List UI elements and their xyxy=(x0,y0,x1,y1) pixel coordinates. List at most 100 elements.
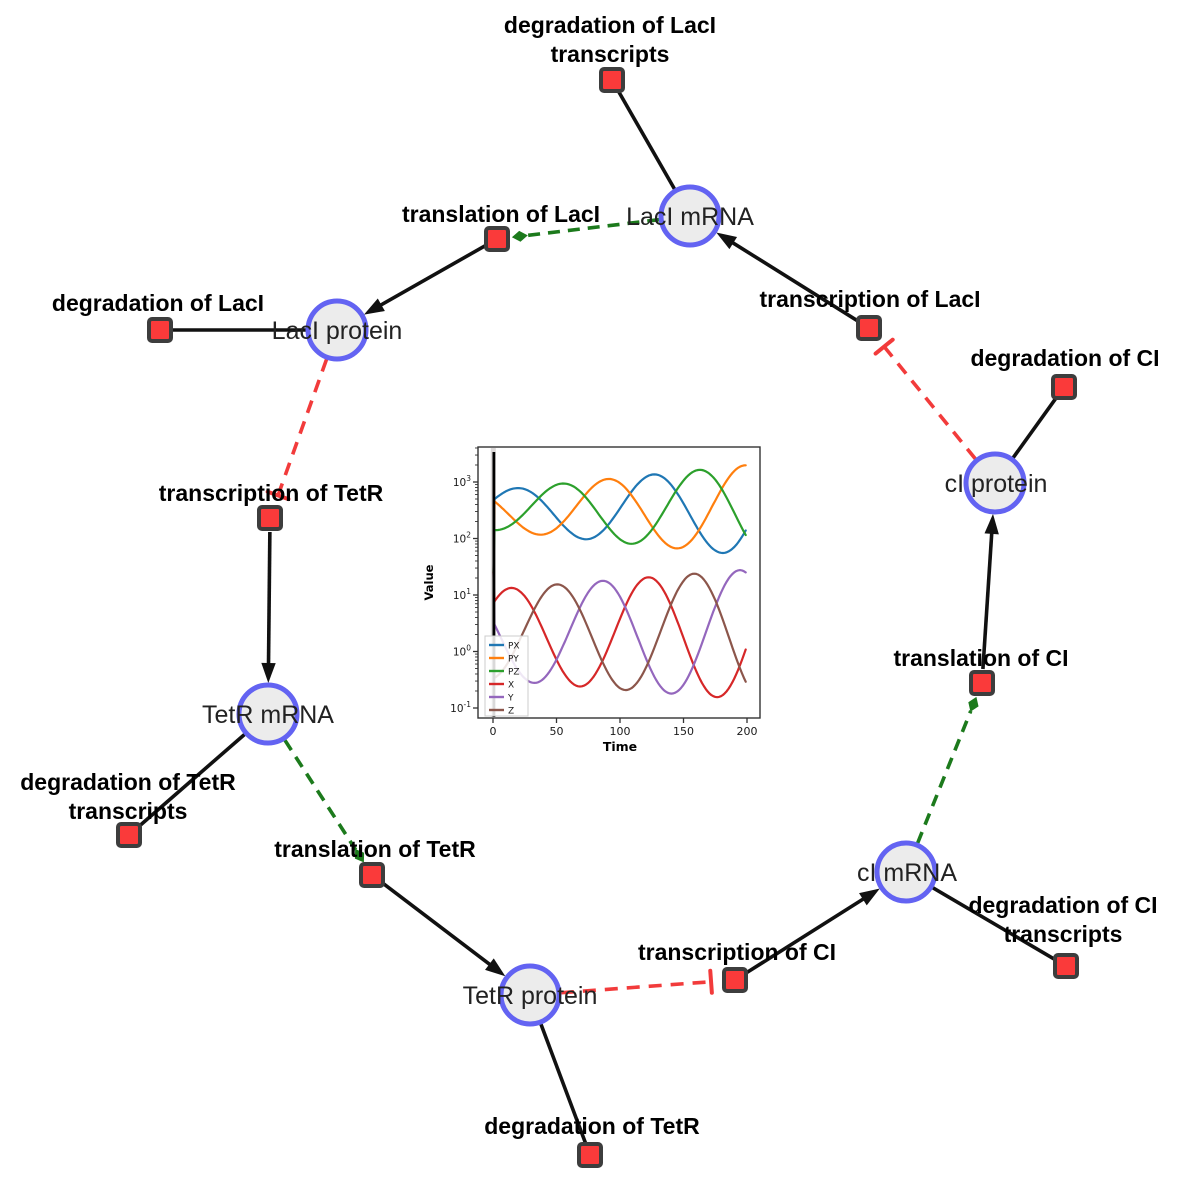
legend-label-PZ: PZ xyxy=(508,668,520,678)
edge-r_transl_laci-laci_prot xyxy=(363,244,486,315)
reaction-label-r_deg_laci_tx: degradation of LacI transcripts xyxy=(504,12,716,67)
legend-label-PY: PY xyxy=(508,655,519,665)
modifier-diamond-icon xyxy=(968,696,979,712)
edge-r_transl_tetr-tetr_prot xyxy=(382,882,506,977)
edge-r_transl_ci-ci_prot xyxy=(981,513,999,670)
edge-ci_prot-r_deg_ci xyxy=(1011,396,1058,459)
edge-laci_prot-r_txn_tetr xyxy=(265,358,329,502)
y-tick-label: 103 xyxy=(453,474,471,489)
series-line-X xyxy=(492,571,747,699)
reaction-label-r_txn_laci: transcription of LacI xyxy=(759,286,980,312)
edge-laci_mrna-r_transl_laci xyxy=(511,217,660,242)
x-tick-label: 200 xyxy=(737,725,758,738)
species-node-ci_mrna xyxy=(874,840,938,904)
edge-line xyxy=(137,732,246,828)
edge-line xyxy=(882,345,977,461)
reaction-label-r_deg_tetr_tx: degradation of TetR transcripts xyxy=(20,769,236,824)
species-node-ci_prot xyxy=(963,451,1027,515)
y-tick-label: 10-1 xyxy=(450,700,471,715)
legend-box xyxy=(484,635,529,717)
species-node-laci_mrna xyxy=(658,184,722,248)
reaction-label-r_txn_tetr: transcription of TetR xyxy=(159,480,384,506)
reaction-node-r_deg_ci_tx xyxy=(1053,953,1079,979)
reaction-label-r_transl_laci: translation of LacI xyxy=(402,201,600,227)
edge-tetr_mrna-r_transl_tetr xyxy=(283,739,365,863)
species-label-laci_mrna: LacI mRNA xyxy=(626,203,754,231)
edge-line xyxy=(981,529,994,670)
edge-line xyxy=(931,886,1056,961)
reaction-node-r_transl_ci xyxy=(969,670,995,696)
arrow-head-icon xyxy=(485,958,506,977)
y-axis-label: Value xyxy=(422,564,436,600)
edge-line xyxy=(616,90,677,191)
reaction-label-r_transl_ci: translation of CI xyxy=(893,645,1068,671)
edge-ci_prot-r_txn_laci xyxy=(873,337,977,461)
legend-label-Z: Z xyxy=(508,707,514,717)
series-line-PZ xyxy=(492,468,747,574)
reaction-label-r_deg_ci: degradation of CI xyxy=(970,345,1159,371)
reaction-node-r_deg_laci_tx xyxy=(599,67,625,93)
reaction-label-r_txn_ci: transcription of CI xyxy=(638,939,836,965)
edge-line xyxy=(728,239,859,323)
x-tick-label: 50 xyxy=(550,725,564,738)
edge-line xyxy=(539,1023,588,1144)
y-tick-label: 101 xyxy=(453,587,471,602)
legend-label-PX: PX xyxy=(508,642,520,652)
edges-layer xyxy=(137,90,1058,1144)
species-label-ci_prot: cI protein xyxy=(945,470,1048,498)
edge-line xyxy=(526,217,660,238)
species-label-laci_prot: LacI protein xyxy=(272,317,403,345)
edge-laci_mrna-r_deg_laci_tx xyxy=(616,90,677,191)
reaction-node-r_txn_laci xyxy=(856,315,882,341)
reaction-node-r_deg_tetr xyxy=(577,1142,603,1168)
species-node-tetr_prot xyxy=(498,963,562,1027)
series-line-Y xyxy=(492,569,747,695)
reaction-label-r_deg_laci: degradation of LacI xyxy=(52,290,264,316)
edge-r_txn_laci-laci_mrna xyxy=(716,232,859,323)
reaction-label-r_transl_tetr: translation of TetR xyxy=(274,836,476,862)
species-label-tetr_prot: TetR protein xyxy=(463,982,598,1010)
reaction-node-r_transl_tetr xyxy=(359,862,385,888)
reaction-label-r_deg_ci_tx: degradation of CI transcripts xyxy=(968,892,1157,947)
reaction-node-r_transl_laci xyxy=(484,226,510,252)
modifier-diamond-icon xyxy=(354,848,365,863)
reaction-node-r_deg_tetr_tx xyxy=(116,822,142,848)
edge-line xyxy=(283,739,358,851)
edge-line xyxy=(560,979,712,995)
edge-tetr_prot-r_deg_tetr xyxy=(539,1023,588,1144)
edge-line xyxy=(276,358,329,496)
legend-label-X: X xyxy=(508,681,514,691)
edge-line xyxy=(915,710,973,844)
arrow-head-icon xyxy=(261,662,276,684)
x-tick-label: 150 xyxy=(673,725,694,738)
series-line-Z xyxy=(492,571,747,692)
x-axis-label: Time xyxy=(603,739,637,754)
series-line-PY xyxy=(492,464,747,574)
edge-line xyxy=(266,531,272,668)
modifier-diamond-icon xyxy=(511,230,528,242)
edge-r_txn_ci-ci_mrna xyxy=(745,888,880,975)
reaction-node-r_txn_ci xyxy=(722,967,748,993)
reaction-node-r_txn_tetr xyxy=(257,505,283,531)
y-tick-label: 102 xyxy=(453,531,471,546)
edge-ci_mrna-r_transl_ci xyxy=(915,696,979,844)
edge-line xyxy=(382,882,494,969)
edge-tetr_mrna-r_deg_tetr_tx xyxy=(137,732,246,828)
species-node-laci_prot xyxy=(305,298,369,362)
arrow-head-icon xyxy=(363,298,385,315)
arrow-head-icon xyxy=(859,888,880,906)
edge-line xyxy=(376,244,486,309)
reaction-node-r_deg_laci xyxy=(147,317,173,343)
legend-label-Y: Y xyxy=(507,694,514,704)
edge-line xyxy=(1011,396,1058,459)
species-label-ci_mrna: cI mRNA xyxy=(857,859,957,887)
edge-tetr_prot-r_txn_ci xyxy=(560,968,714,995)
species-node-tetr_mrna xyxy=(236,682,300,746)
legend: PX PY PZ XYZ xyxy=(484,635,529,717)
y-tick-label: 100 xyxy=(453,644,471,659)
arrow-head-icon xyxy=(716,232,738,250)
x-tick-label: 0 xyxy=(490,725,497,738)
